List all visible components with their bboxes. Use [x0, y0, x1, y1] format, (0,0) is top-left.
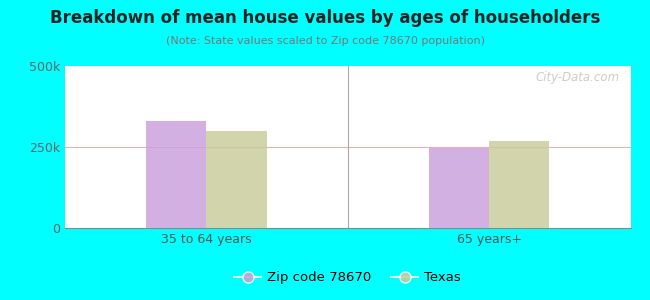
Bar [489, 141, 549, 228]
Legend: Zip code 78670, Texas: Zip code 78670, Texas [229, 266, 467, 290]
Bar [146, 121, 207, 228]
Text: (Note: State values scaled to Zip code 78670 population): (Note: State values scaled to Zip code 7… [166, 36, 484, 46]
Bar [429, 148, 489, 228]
Text: Breakdown of mean house values by ages of householders: Breakdown of mean house values by ages o… [50, 9, 600, 27]
Text: City-Data.com: City-Data.com [535, 71, 619, 84]
Bar [207, 131, 266, 228]
